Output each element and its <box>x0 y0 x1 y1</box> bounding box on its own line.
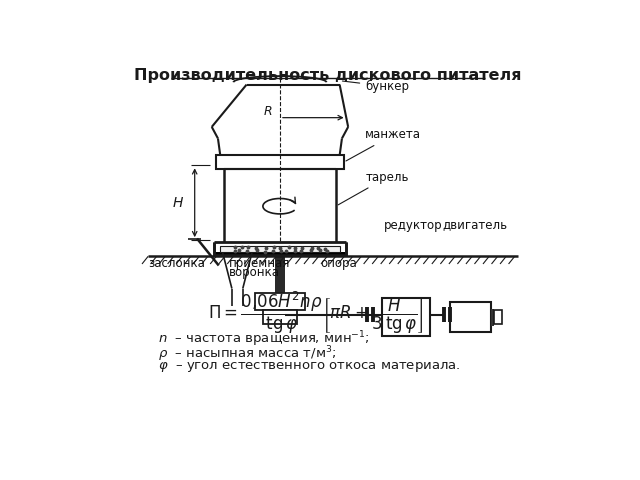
Text: двигатель: двигатель <box>443 218 508 231</box>
Text: $H$: $H$ <box>172 196 184 210</box>
Text: приемная: приемная <box>229 257 290 270</box>
Bar <box>451 302 491 332</box>
Text: воронка: воронка <box>229 265 280 278</box>
Bar <box>214 252 347 256</box>
Text: $n$  – частота вращения, мин$^{-1}$;: $n$ – частота вращения, мин$^{-1}$; <box>157 329 369 349</box>
Text: заслонка: заслонка <box>148 257 205 270</box>
Text: бункер: бункер <box>342 80 409 93</box>
Text: $R$: $R$ <box>263 105 273 119</box>
Text: манжета: манжета <box>346 129 421 161</box>
Bar <box>255 293 305 310</box>
Text: Производительность дискового питателя: Производительность дискового питателя <box>134 68 522 83</box>
Bar <box>382 298 430 336</box>
Bar <box>220 246 340 252</box>
Text: опора: опора <box>320 257 357 270</box>
Text: $\rho$  – насыпная масса т/м$^3$;: $\rho$ – насыпная масса т/м$^3$; <box>157 345 336 364</box>
Text: тарель: тарель <box>338 171 409 205</box>
Bar <box>275 256 285 293</box>
Bar <box>263 310 297 324</box>
Text: $\Pi = \dfrac{0{,}06H^2 n\rho}{\mathrm{tg}\,\varphi}\left[\pi R + \dfrac{H}{3\,\: $\Pi = \dfrac{0{,}06H^2 n\rho}{\mathrm{t… <box>209 290 424 336</box>
Text: $\varphi$  – угол естественного откоса материала.: $\varphi$ – угол естественного откоса ма… <box>157 360 460 374</box>
Bar <box>216 156 344 169</box>
Bar <box>491 309 494 325</box>
Text: редуктор: редуктор <box>384 218 442 231</box>
Bar <box>494 310 502 324</box>
